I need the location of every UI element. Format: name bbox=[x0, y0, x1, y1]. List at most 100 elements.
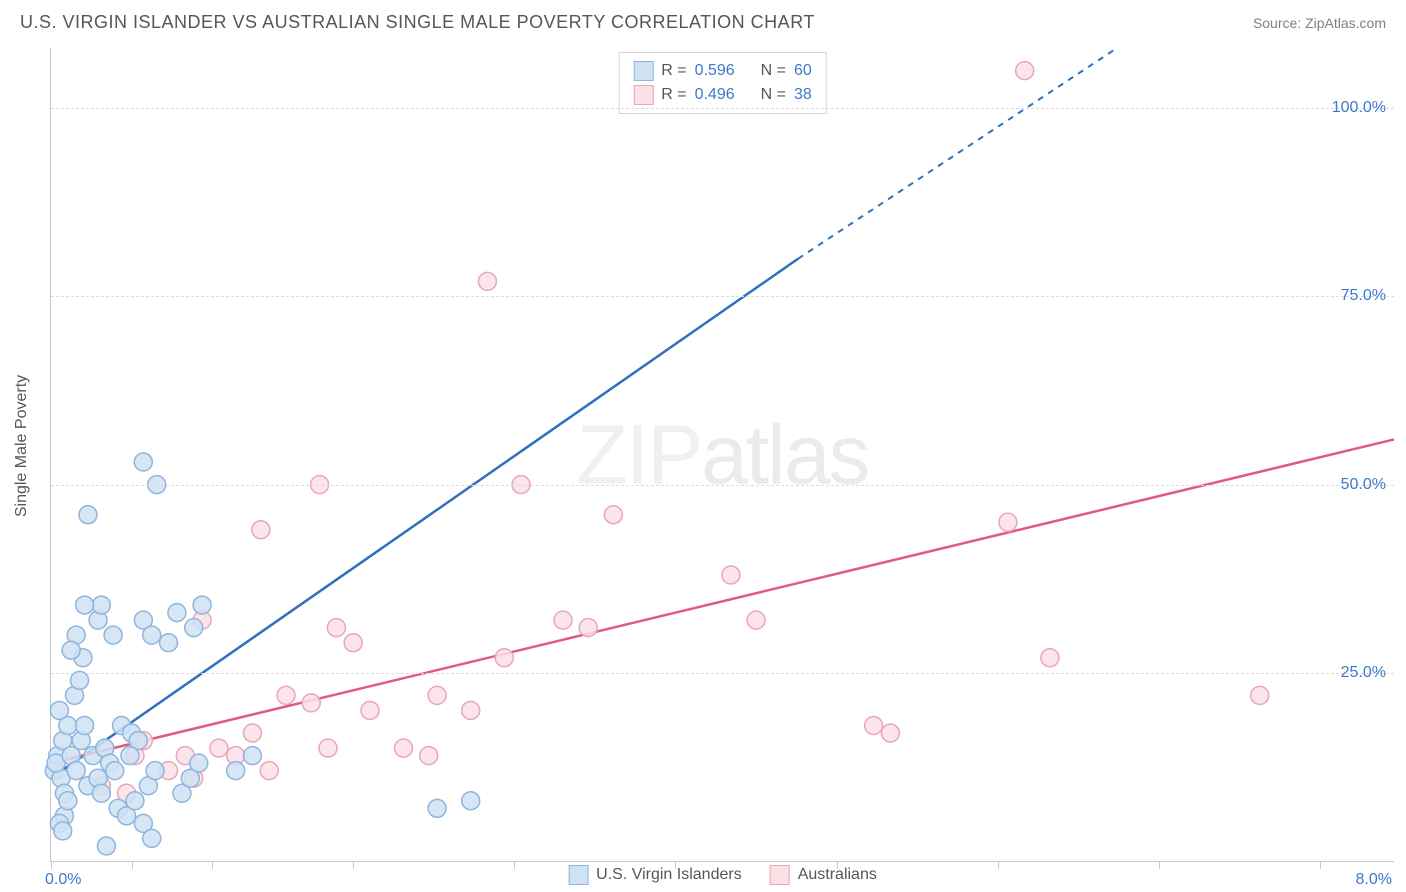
y-tick-label: 25.0% bbox=[1341, 664, 1386, 682]
data-point-pink bbox=[1251, 686, 1269, 704]
swatch-pink-icon bbox=[633, 85, 653, 105]
y-axis-title: Single Male Poverty bbox=[13, 375, 31, 517]
r-label: R = bbox=[661, 83, 686, 107]
r-value-pink: 0.496 bbox=[695, 83, 735, 107]
data-point-blue bbox=[104, 626, 122, 644]
data-point-pink bbox=[302, 694, 320, 712]
data-point-pink bbox=[478, 272, 496, 290]
x-tick bbox=[1320, 861, 1321, 869]
data-point-blue bbox=[121, 747, 139, 765]
x-axis-min-label: 0.0% bbox=[45, 871, 81, 889]
swatch-pink-icon bbox=[770, 865, 790, 885]
stats-legend: R = 0.596 N = 60 R = 0.496 N = 38 bbox=[618, 52, 827, 114]
gridline bbox=[51, 485, 1394, 486]
data-point-blue bbox=[76, 596, 94, 614]
gridline bbox=[51, 673, 1394, 674]
x-tick bbox=[132, 861, 133, 869]
data-point-pink bbox=[252, 521, 270, 539]
data-point-blue bbox=[71, 671, 89, 689]
n-value-pink: 38 bbox=[794, 83, 812, 107]
swatch-blue-icon bbox=[568, 865, 588, 885]
data-point-blue bbox=[92, 596, 110, 614]
data-point-blue bbox=[126, 792, 144, 810]
data-point-pink bbox=[554, 611, 572, 629]
data-point-pink bbox=[277, 686, 295, 704]
data-point-blue bbox=[193, 596, 211, 614]
data-point-blue bbox=[59, 792, 77, 810]
data-point-pink bbox=[1016, 62, 1034, 80]
page-title: U.S. VIRGIN ISLANDER VS AUSTRALIAN SINGL… bbox=[20, 12, 815, 33]
data-point-pink bbox=[999, 513, 1017, 531]
r-label: R = bbox=[661, 59, 686, 83]
data-point-blue bbox=[106, 762, 124, 780]
y-tick-label: 100.0% bbox=[1332, 99, 1386, 117]
r-value-blue: 0.596 bbox=[695, 59, 735, 83]
data-point-blue bbox=[190, 754, 208, 772]
data-point-blue bbox=[76, 717, 94, 735]
x-tick bbox=[1159, 861, 1160, 869]
data-point-blue bbox=[79, 506, 97, 524]
chart-svg bbox=[51, 48, 1394, 861]
data-point-blue bbox=[54, 822, 72, 840]
n-label: N = bbox=[761, 59, 786, 83]
x-tick bbox=[837, 861, 838, 869]
data-point-blue bbox=[92, 784, 110, 802]
legend-label-blue: U.S. Virgin Islanders bbox=[596, 866, 742, 884]
data-point-pink bbox=[865, 717, 883, 735]
data-point-pink bbox=[210, 739, 228, 757]
data-point-blue bbox=[62, 641, 80, 659]
data-point-blue bbox=[134, 453, 152, 471]
data-point-blue bbox=[168, 604, 186, 622]
gridline bbox=[51, 296, 1394, 297]
data-point-pink bbox=[722, 566, 740, 584]
data-point-pink bbox=[579, 619, 597, 637]
x-tick bbox=[998, 861, 999, 869]
data-point-pink bbox=[395, 739, 413, 757]
x-tick bbox=[212, 861, 213, 869]
trend-line-pink bbox=[51, 439, 1394, 763]
chart-plot-area: ZIPatlas R = 0.596 N = 60 R = 0.496 N = … bbox=[50, 48, 1394, 862]
data-point-pink bbox=[495, 649, 513, 667]
data-point-blue bbox=[97, 837, 115, 855]
data-point-pink bbox=[747, 611, 765, 629]
data-point-blue bbox=[67, 762, 85, 780]
data-point-blue bbox=[243, 747, 261, 765]
data-point-pink bbox=[428, 686, 446, 704]
stats-row-blue: R = 0.596 N = 60 bbox=[633, 59, 812, 83]
data-point-pink bbox=[260, 762, 278, 780]
data-point-pink bbox=[361, 701, 379, 719]
data-point-blue bbox=[50, 701, 68, 719]
data-point-blue bbox=[160, 634, 178, 652]
data-point-pink bbox=[604, 506, 622, 524]
x-tick bbox=[51, 861, 52, 869]
data-point-blue bbox=[227, 762, 245, 780]
legend-item-blue: U.S. Virgin Islanders bbox=[568, 865, 742, 885]
y-tick-label: 50.0% bbox=[1341, 476, 1386, 494]
swatch-blue-icon bbox=[633, 61, 653, 81]
data-point-blue bbox=[185, 619, 203, 637]
data-point-pink bbox=[243, 724, 261, 742]
data-point-blue bbox=[143, 626, 161, 644]
data-point-blue bbox=[143, 829, 161, 847]
data-point-pink bbox=[319, 739, 337, 757]
trend-line-blue-dash bbox=[798, 48, 1117, 259]
data-point-pink bbox=[344, 634, 362, 652]
data-point-pink bbox=[420, 747, 438, 765]
data-point-pink bbox=[1041, 649, 1059, 667]
n-value-blue: 60 bbox=[794, 59, 812, 83]
x-tick bbox=[514, 861, 515, 869]
series-legend: U.S. Virgin Islanders Australians bbox=[568, 865, 877, 885]
x-tick bbox=[675, 861, 676, 869]
data-point-pink bbox=[327, 619, 345, 637]
x-tick bbox=[353, 861, 354, 869]
data-point-pink bbox=[462, 701, 480, 719]
data-point-blue bbox=[428, 799, 446, 817]
gridline bbox=[51, 108, 1394, 109]
n-label: N = bbox=[761, 83, 786, 107]
x-axis-max-label: 8.0% bbox=[1356, 871, 1392, 889]
legend-item-pink: Australians bbox=[770, 865, 877, 885]
data-point-blue bbox=[462, 792, 480, 810]
y-tick-label: 75.0% bbox=[1341, 287, 1386, 305]
data-point-pink bbox=[881, 724, 899, 742]
stats-row-pink: R = 0.496 N = 38 bbox=[633, 83, 812, 107]
